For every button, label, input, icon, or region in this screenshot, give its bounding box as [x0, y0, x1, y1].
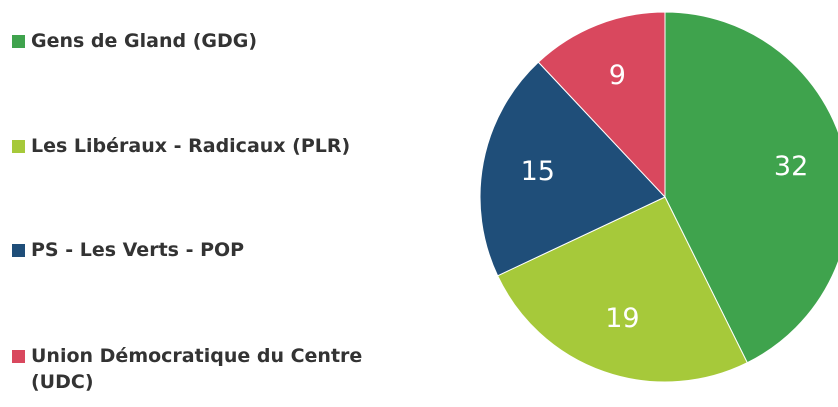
legend-swatch: [12, 350, 25, 363]
legend-swatch: [12, 35, 25, 48]
pie-slice: [664, 11, 838, 364]
data-label: 9: [609, 60, 626, 91]
legend-swatch: [12, 244, 25, 257]
legend-label: Gens de Gland (GDG): [31, 30, 258, 52]
data-label: 15: [521, 156, 555, 187]
data-label: 19: [605, 303, 639, 334]
legend-item: Union Démocratique du Centre (UDC): [12, 343, 431, 395]
legend-label: PS - Les Verts - POP: [31, 239, 245, 261]
pie-slice: [537, 11, 666, 199]
legend-swatch: [12, 140, 25, 153]
data-label: 32: [774, 151, 808, 182]
legend-label: Les Libéraux - Radicaux (PLR): [31, 135, 351, 157]
pie-slice: [479, 61, 666, 277]
legend-item: PS - Les Verts - POP: [12, 237, 431, 263]
pie-slice: [496, 196, 748, 383]
legend-item: Les Libéraux - Radicaux (PLR): [12, 133, 431, 159]
legend-label: Union Démocratique du Centre (UDC): [31, 345, 363, 393]
legend-item: Gens de Gland (GDG): [12, 28, 431, 54]
